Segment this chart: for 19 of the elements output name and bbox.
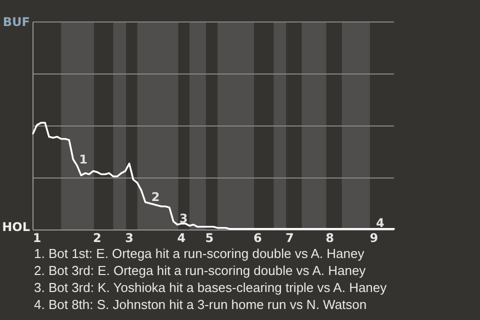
x-tick-label: 1: [32, 231, 42, 245]
text: 3. Bot 3rd: K. Yoshioka hit a bases-clearing triple vs A. Haney: [34, 280, 388, 295]
text: 4. Bot 8th: S. Johnston hit a 3-run home run vs N. Watson: [34, 297, 367, 312]
text: HOL: [2, 220, 30, 234]
x-tick-label: 3: [125, 231, 134, 245]
annotation: 1: [79, 152, 88, 167]
text: 2. Bot 3rd: E. Ortega hit a run-scoring double vs A. Haney: [34, 263, 366, 278]
x-tick-label: 8: [326, 231, 334, 245]
x-tick-label: 7: [286, 231, 294, 245]
annotation: 4: [376, 216, 384, 230]
x-tick-label: 4: [177, 231, 186, 245]
text: BUF: [2, 15, 30, 30]
annotation: 2: [151, 190, 160, 204]
x-tick-label: 5: [205, 231, 214, 245]
text: 1. Bot 1st: E. Ortega hit a run-scoring double vs A. Haney: [34, 246, 365, 261]
x-tick-label: 2: [93, 231, 102, 245]
annotation: 3: [179, 212, 188, 226]
x-tick-label: 6: [253, 231, 262, 245]
x-tick-label: 9: [370, 231, 378, 245]
